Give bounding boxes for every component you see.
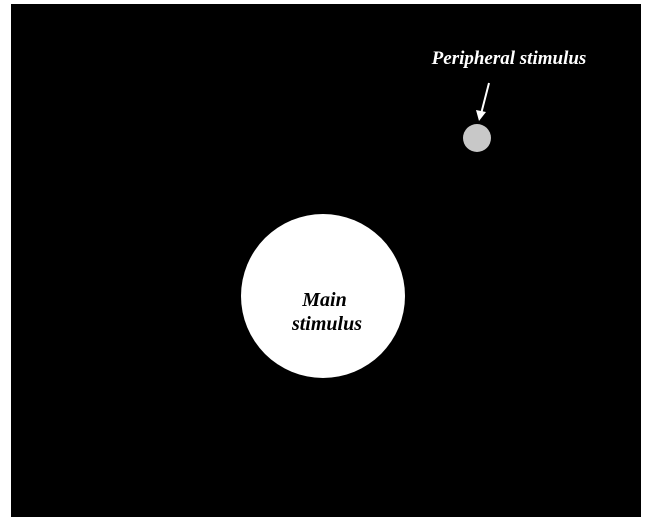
main-label-line: Main (301, 289, 346, 311)
main-label: Main stimulus (291, 289, 362, 335)
peripheral-label: Peripheral stimulus (431, 48, 587, 69)
arrow-shaft (480, 82, 490, 115)
main-label-line: stimulus (291, 313, 362, 335)
peripheral-stimulus (463, 124, 491, 152)
arrow-head (476, 110, 486, 121)
main-stimulus (241, 214, 405, 378)
